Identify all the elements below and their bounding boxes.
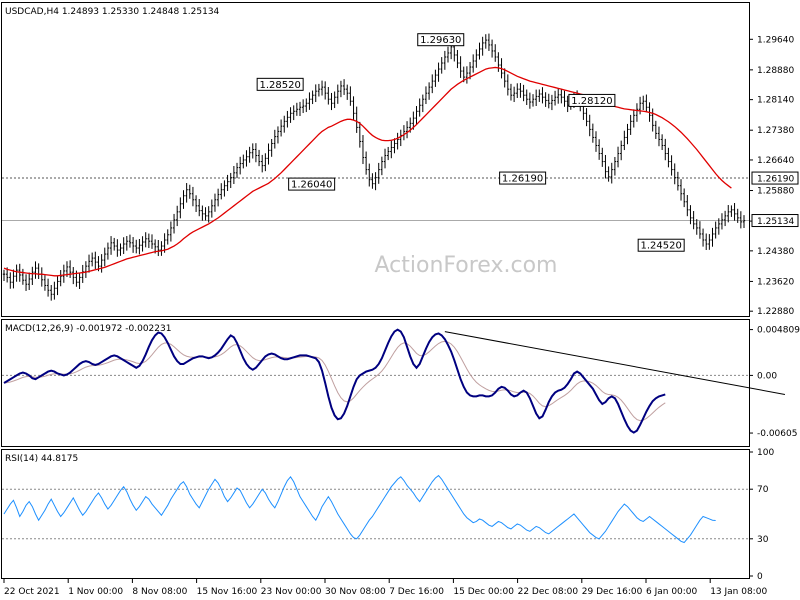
price-layer: 1.26040 1.28520 1.29630 1.28120 1.26190 1.245… xyxy=(2,33,749,301)
price-annotation: 1.28120 xyxy=(568,93,616,107)
price-annotation-box xyxy=(637,238,685,252)
price-annotation-label: 1.26190 xyxy=(502,174,543,185)
macd-ytick-label: 0.00 xyxy=(757,371,777,381)
rsi-line xyxy=(3,474,716,544)
price-hline-tag: 1.25134 xyxy=(751,214,799,228)
rsi-ytick-label: 0 xyxy=(757,572,763,582)
axis-layer: 1.29640 1.28880 1.28140 1.27380 1.26640 1.258… xyxy=(3,35,800,597)
price-ytick-label: 1.23620 xyxy=(757,277,794,287)
price-ytick-label: 1.26640 xyxy=(757,156,794,166)
price-annotation-label: 1.29630 xyxy=(420,35,461,46)
price-annotation-box xyxy=(288,177,336,191)
price-annotation-label: 1.24520 xyxy=(640,241,681,252)
price-annotation-label: 1.28120 xyxy=(571,96,612,107)
xtick-label: 23 Nov 00:00 xyxy=(261,587,322,597)
xtick-label: 15 Nov 16:00 xyxy=(197,587,258,597)
price-hline-tag: 1.26190 xyxy=(751,171,799,185)
price-ytick-label: 1.24380 xyxy=(757,247,794,257)
price-annotation: 1.28520 xyxy=(256,77,304,91)
macd-line xyxy=(3,328,666,434)
price-ytick-label: 1.27380 xyxy=(757,126,794,136)
price-panel-title: USDCAD,H4 1.24893 1.25330 1.24848 1.2513… xyxy=(5,7,220,17)
price-annotation: 1.24520 xyxy=(637,238,685,252)
xtick-label: 13 Jan 08:00 xyxy=(710,587,767,597)
xtick-label: 1 Nov 00:00 xyxy=(68,587,123,597)
macd-panel-frame xyxy=(1,319,750,447)
xtick-label: 6 Jan 00:00 xyxy=(646,587,698,597)
xtick-label: 29 Dec 16:00 xyxy=(582,587,643,597)
price-annotation: 1.26190 xyxy=(499,171,547,185)
price-annotation-box xyxy=(417,33,465,47)
price-annotation-box xyxy=(499,171,547,185)
macd-ytick-label: 0.004809 xyxy=(757,326,800,336)
xtick-label: 22 Oct 2021 xyxy=(4,587,60,597)
watermark-text: ActionForex.com xyxy=(375,253,558,278)
rsi-ytick-label: 100 xyxy=(757,448,774,458)
price-panel-frame xyxy=(1,2,750,317)
rsi-ytick-label: 30 xyxy=(757,535,769,545)
price-ytick-label: 1.25880 xyxy=(757,187,794,197)
price-annotation-label: 1.28520 xyxy=(259,80,300,91)
price-annotation-box xyxy=(568,93,616,107)
macd-signal-line xyxy=(3,340,666,422)
price-annotation-label: 1.26040 xyxy=(291,180,332,191)
price-ytick-label: 1.22880 xyxy=(757,307,794,317)
xtick-label: 7 Dec 16:00 xyxy=(389,587,444,597)
price-hline-tag-label: 1.25134 xyxy=(757,217,794,227)
xtick-label: 8 Nov 08:00 xyxy=(132,587,187,597)
xtick-label: 15 Dec 00:00 xyxy=(453,587,514,597)
macd-panel-title: MACD(12,26,9) -0.001972 -0.002231 xyxy=(5,324,171,334)
rsi-layer xyxy=(2,474,749,544)
price-hline-tag-box xyxy=(751,214,799,228)
xtick-label: 22 Dec 08:00 xyxy=(518,587,579,597)
macd-ytick-label: -0.00605 xyxy=(757,429,797,439)
rsi-panel-title: RSI(14) 44.8175 xyxy=(5,454,78,464)
price-ytick-label: 1.29640 xyxy=(757,35,794,45)
price-annotation: 1.29630 xyxy=(417,33,465,47)
price-ytick-label: 1.28880 xyxy=(757,66,794,76)
macd-layer xyxy=(2,328,786,434)
rsi-panel-frame xyxy=(1,449,750,579)
price-annotation-box xyxy=(256,77,304,91)
xtick-label: 30 Nov 08:00 xyxy=(325,587,386,597)
price-ytick-label: 1.28140 xyxy=(757,96,794,106)
price-annotation: 1.26040 xyxy=(288,177,336,191)
rsi-ytick-label: 70 xyxy=(757,485,769,495)
macd-trendline xyxy=(444,331,786,395)
price-hline-tag-label: 1.26190 xyxy=(757,175,794,185)
price-hline-tag-box xyxy=(751,171,799,185)
